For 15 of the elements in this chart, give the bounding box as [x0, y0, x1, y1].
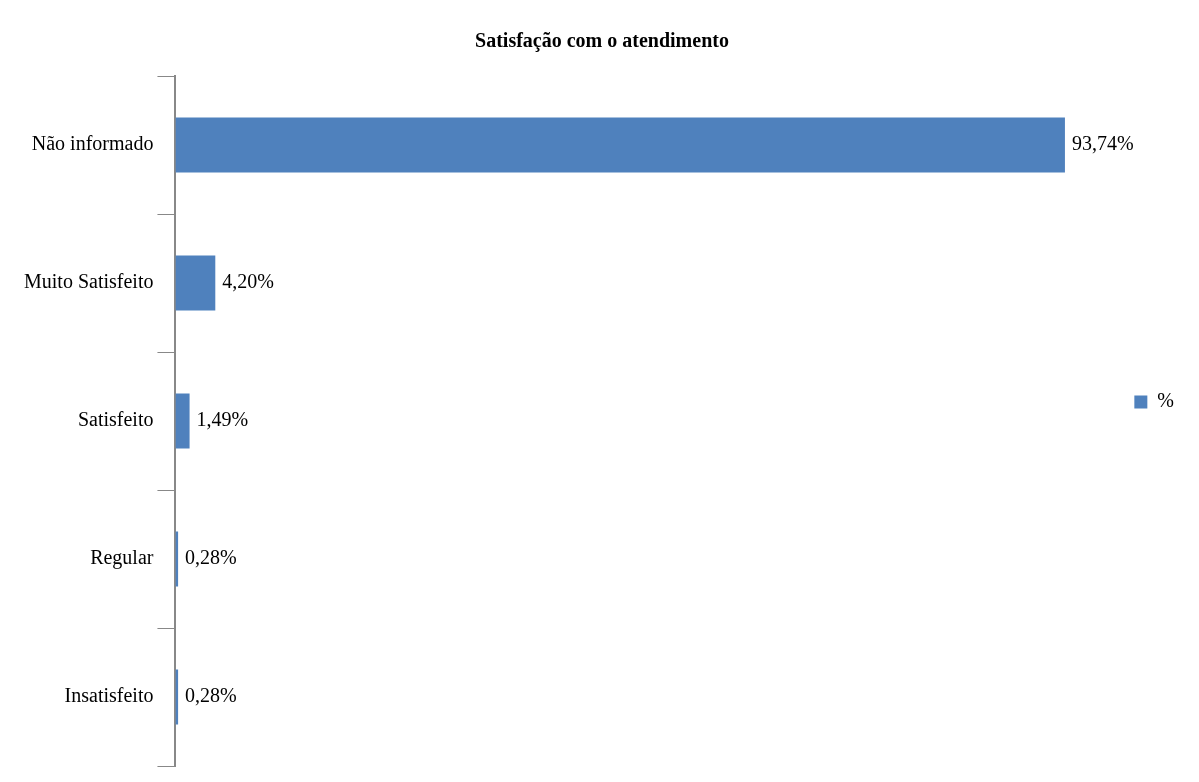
y-tick-label: Regular: [90, 546, 154, 570]
y-tick-label: Não informado: [31, 132, 154, 155]
legend-label: %: [1157, 389, 1175, 412]
data-label: 4,20%: [222, 270, 274, 293]
bar: [175, 393, 190, 449]
chart-title: Satisfação com o atendimento: [475, 29, 729, 53]
y-tick-label: Insatisfeito: [64, 684, 154, 707]
data-label: 0,28%: [185, 546, 237, 569]
bar: [175, 117, 1065, 173]
y-tick-label: Muito Satisfeito: [23, 270, 154, 293]
bar: [175, 255, 216, 311]
data-label: 93,74%: [1071, 132, 1134, 155]
data-label: 0,28%: [185, 684, 237, 707]
y-tick-label: Satisfeito: [77, 408, 154, 431]
data-label: 1,49%: [196, 408, 249, 431]
